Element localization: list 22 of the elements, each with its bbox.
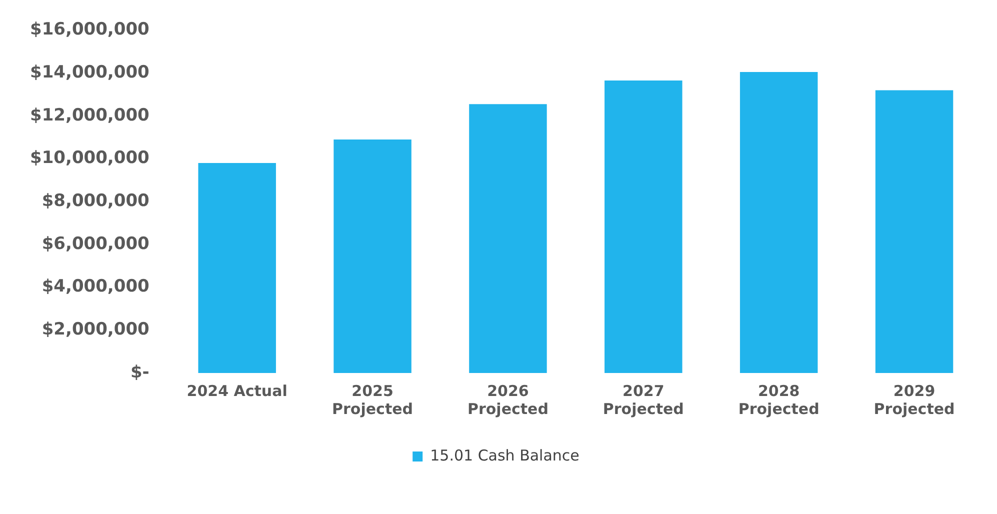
x-tick-label: 2026 Projected xyxy=(467,382,548,418)
y-tick-label: $16,000,000 xyxy=(30,20,150,40)
bar xyxy=(875,90,954,373)
y-tick-label: $12,000,000 xyxy=(30,105,150,126)
bar xyxy=(334,139,412,373)
bar xyxy=(469,104,547,373)
y-tick-label: $- xyxy=(130,362,150,382)
x-tick-label: 2029 Projected xyxy=(874,382,955,418)
bar xyxy=(198,163,276,373)
x-tick-label: 2024 Actual xyxy=(186,382,288,400)
y-tick-label: $4,000,000 xyxy=(42,276,150,297)
x-tick-label: 2027 Projected xyxy=(602,382,684,418)
x-tick-label: 2028 Projected xyxy=(738,382,820,418)
y-tick-label: $10,000,000 xyxy=(30,148,150,168)
bar xyxy=(604,80,682,373)
y-tick-label: $14,000,000 xyxy=(30,62,150,82)
y-tick-label: $8,000,000 xyxy=(42,191,150,212)
bar xyxy=(740,72,818,373)
x-tick-label: 2025 Projected xyxy=(332,382,414,418)
y-tick-label: $6,000,000 xyxy=(42,234,150,254)
legend-label: 15.01 Cash Balance xyxy=(430,446,580,464)
y-tick-label: $2,000,000 xyxy=(42,320,150,340)
